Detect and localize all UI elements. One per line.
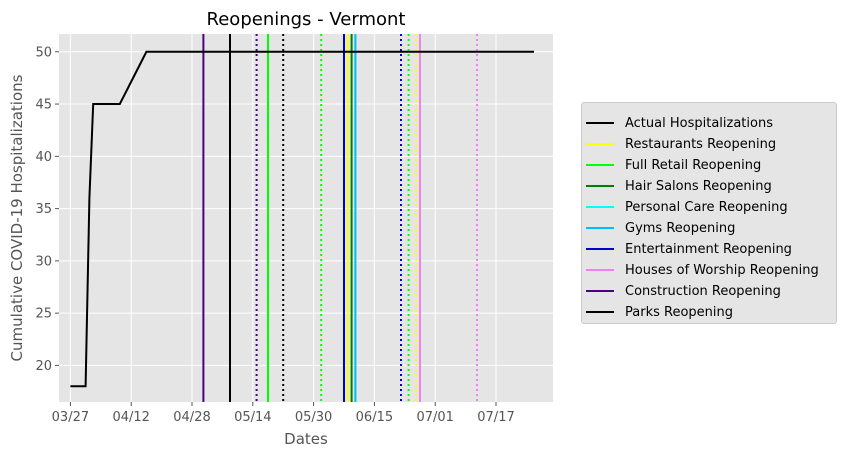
grid-lines (59, 34, 553, 402)
y-axis-label: Cumulative COVID-19 Hospitalizations (8, 74, 26, 361)
legend-swatch (586, 143, 614, 145)
x-tick-label: 05/30 (295, 410, 332, 425)
x-tick-label: 04/28 (173, 410, 210, 425)
legend-item: Hair Salons Reopening (582, 176, 772, 196)
y-tick-label: 50 (35, 45, 52, 60)
legend-item: Restaurants Reopening (582, 134, 776, 154)
legend-swatch (586, 248, 614, 250)
legend-swatch (586, 290, 614, 292)
legend-swatch (586, 122, 614, 124)
legend-swatch (586, 206, 614, 208)
legend-swatch (586, 185, 614, 187)
reopening-lines (202, 34, 478, 402)
legend-label: Actual Hospitalizations (625, 115, 773, 131)
plot-background (59, 34, 553, 402)
x-tick-label: 03/27 (52, 410, 89, 425)
legend-label: Restaurants Reopening (625, 136, 777, 152)
legend-item: Entertainment Reopening (582, 239, 792, 259)
y-tick-label: 30 (35, 254, 52, 269)
x-tick-label: 04/12 (112, 410, 149, 425)
y-tick-label: 45 (35, 98, 52, 113)
legend-swatch (586, 227, 614, 229)
legend-label: Full Retail Reopening (625, 157, 762, 173)
x-tick-label: 07/17 (477, 410, 514, 425)
x-tick-label: 06/15 (356, 410, 393, 425)
tick-labels: 20 25 30 35 40 45 50 03/27 04/12 04/28 05/14 05/30 0… (35, 45, 514, 425)
x-tick-label: 05/14 (234, 410, 271, 425)
legend-item: Actual Hospitalizations (582, 113, 773, 133)
actual-hospitalizations-line (70, 50, 534, 388)
legend-item: Personal Care Reopening (582, 197, 788, 217)
legend-item: Construction Reopening (582, 281, 781, 301)
legend-item: Houses of Worship Reopening (582, 260, 819, 280)
y-tick-label: 20 (35, 359, 52, 374)
y-tick-label: 25 (35, 307, 52, 322)
legend-label: Gyms Reopening (625, 220, 736, 236)
legend-label: Parks Reopening (625, 304, 733, 320)
legend-item: Parks Reopening (582, 302, 733, 322)
x-axis-label: Dates (284, 430, 328, 448)
legend-label: Construction Reopening (625, 283, 781, 299)
series-lines (70, 50, 534, 388)
legend-label: Houses of Worship Reopening (625, 262, 819, 278)
x-tick-label: 07/01 (416, 410, 453, 425)
legend-item: Gyms Reopening (582, 218, 735, 238)
legend-label: Hair Salons Reopening (625, 178, 772, 194)
legend-swatch (586, 311, 614, 313)
legend-label: Personal Care Reopening (625, 199, 788, 215)
legend: Actual Hospitalizations Restaurants Reope… (581, 102, 837, 324)
legend-label: Entertainment Reopening (625, 241, 792, 257)
legend-swatch (586, 164, 614, 166)
chart-title: Reopenings - Vermont (207, 9, 406, 30)
legend-swatch (586, 269, 614, 271)
legend-item: Full Retail Reopening (582, 155, 761, 175)
y-tick-label: 40 (35, 150, 52, 165)
y-tick-label: 35 (35, 202, 52, 217)
